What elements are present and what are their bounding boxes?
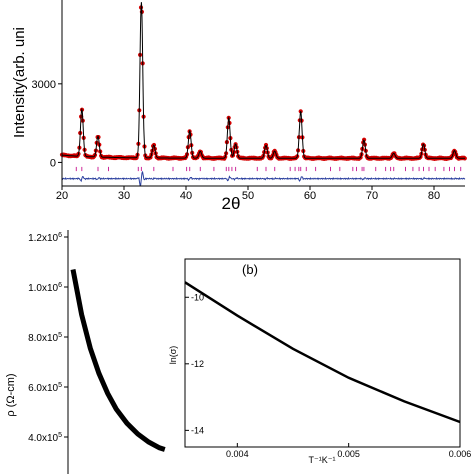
inset-title: (b) [242,262,258,277]
rho-ticks: 4.0x105 6.0x105 8.0x105 1.0x106 1.2x106 [28,232,68,444]
xrd-x-label: 2θ [222,194,241,213]
inset-x-tick-label: 0.006 [449,449,472,459]
xrd-ticks: 20 30 40 50 60 70 80 0 3000 [32,79,441,202]
inset-plot: (b) 0.004 0.005 0.006 -14 -12 -10 ln(σ) T⁻¹K⁻… [168,258,471,465]
difference-curve [61,170,466,187]
calculated-line [62,2,465,159]
rho-y-label: ρ (Ω-cm) [5,373,17,416]
rho-y-tick-label: 1.0x106 [28,282,62,294]
rho-y-tick-label: 8.0x105 [28,332,62,344]
xrd-x-tick-label: 40 [180,190,192,202]
xrd-y-tick-label: 3000 [32,79,56,91]
xrd-panel: 20 30 40 50 60 70 80 0 3000 Intensity(arb. uni 2… [11,0,467,213]
inset-x-tick-label: 0.005 [337,449,360,459]
inset-curve [184,281,461,424]
xrd-x-tick-label: 70 [366,190,378,202]
inset-y-label: ln(σ) [168,346,178,365]
xrd-x-tick-label: 30 [118,190,130,202]
xrd-x-tick-label: 50 [242,190,254,202]
xrd-x-tick-label: 60 [304,190,316,202]
inset-frame [184,258,461,448]
rho-y-tick-label: 4.0x105 [28,432,62,444]
inset-y-tick-label: -12 [191,359,204,369]
inset-x-label: T⁻¹K⁻¹ [309,455,336,465]
xrd-y-tick-label: 0 [50,157,56,169]
xrd-data-layer [59,2,467,187]
xrd-x-tick-label: 20 [56,190,68,202]
rho-y-tick-label: 6.0x105 [28,382,62,394]
inset-ticks: 0.004 0.005 0.006 -14 -12 -10 [185,292,471,459]
xrd-x-tick-label: 80 [428,190,440,202]
resistivity-panel: 4.0x105 6.0x105 8.0x105 1.0x106 1.2x106 ρ (Ω… [5,230,471,474]
rho-y-tick-label: 1.2x106 [28,232,62,244]
rho-curve [70,269,166,452]
inset-y-tick-label: -14 [191,425,204,435]
inset-x-tick-label: 0.004 [226,449,249,459]
xrd-y-label: Intensity(arb. uni [11,27,28,138]
inset-y-tick-label: -10 [191,292,204,302]
